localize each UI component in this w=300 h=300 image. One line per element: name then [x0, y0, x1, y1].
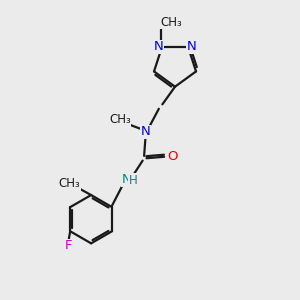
Text: O: O	[167, 150, 177, 163]
Text: CH₃: CH₃	[160, 16, 182, 29]
Text: N: N	[141, 125, 151, 138]
Text: F: F	[65, 239, 73, 253]
Text: N: N	[154, 40, 164, 53]
Text: H: H	[129, 173, 138, 187]
Text: N: N	[122, 173, 131, 186]
Text: CH₃: CH₃	[58, 177, 80, 190]
Text: CH₃: CH₃	[109, 113, 131, 127]
Text: N: N	[187, 40, 196, 53]
